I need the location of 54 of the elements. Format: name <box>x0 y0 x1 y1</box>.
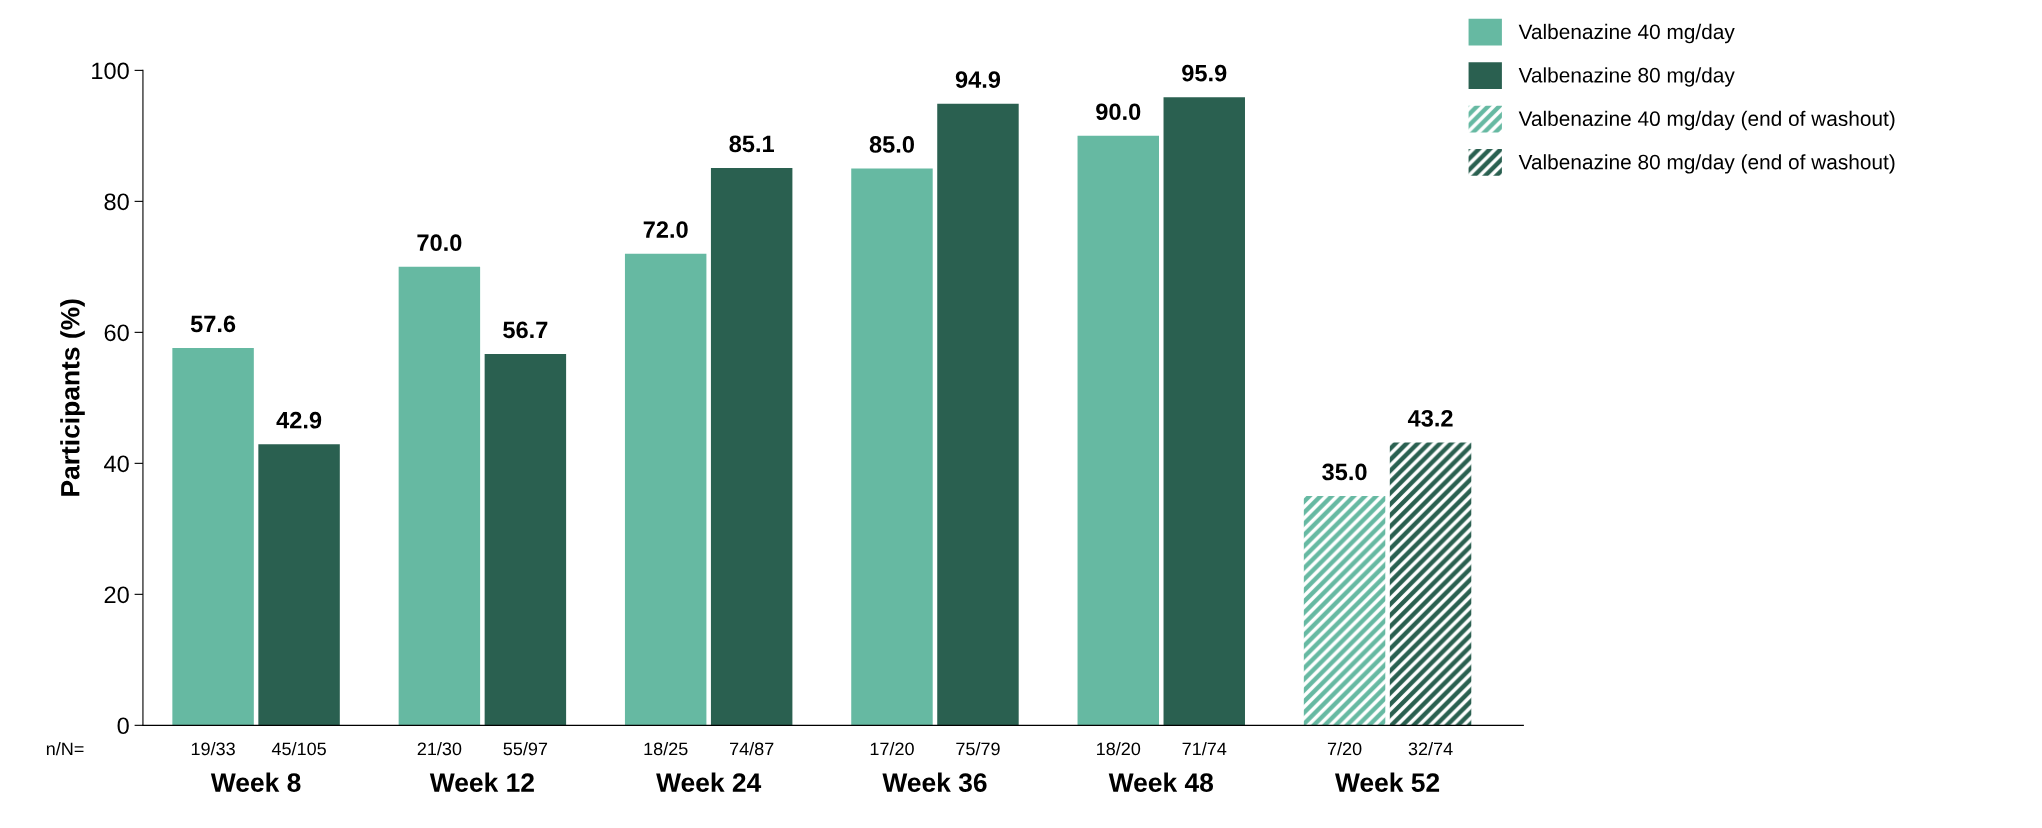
text: n/N= <box>46 741 84 756</box>
text: 55/97 <box>503 741 548 756</box>
data-label: 85.0 <box>869 136 914 153</box>
data-label: 57.6 <box>190 315 236 333</box>
text: 18/25 <box>644 741 688 756</box>
text: 45/105 <box>271 741 326 756</box>
text: 7/20 <box>1327 741 1362 756</box>
y-tick-label: 0 <box>117 717 129 735</box>
x-tick-label: Week 36 <box>882 772 987 792</box>
legend-label: Valbenazine 40 mg/day (end of washout) <box>1518 110 1895 131</box>
data-label: 56.7 <box>503 321 548 339</box>
bar <box>851 168 933 726</box>
text: 21/30 <box>417 741 462 756</box>
data-label: 42.9 <box>276 411 322 429</box>
x-tick-label: Week 8 <box>210 772 301 792</box>
bar <box>1303 496 1386 726</box>
bar <box>398 266 481 726</box>
y-axis-title: Participants (%) <box>60 299 85 496</box>
data-label: 72.0 <box>643 221 688 238</box>
x-tick-label: Week 52 <box>1335 772 1440 792</box>
bar <box>624 253 707 726</box>
legend-label: Valbenazine 80 mg/day <box>1518 67 1735 87</box>
bar <box>1163 97 1245 726</box>
data-label: 35.0 <box>1322 463 1367 481</box>
y-tick-label: 80 <box>104 193 129 211</box>
bar <box>484 353 567 726</box>
y-tick-label: 100 <box>92 62 129 80</box>
bar <box>1077 135 1159 726</box>
legend-label: Valbenazine 80 mg/day (end of washout) <box>1518 154 1895 174</box>
data-label: 95.9 <box>1182 64 1227 82</box>
text: 32/74 <box>1408 741 1453 756</box>
data-label: 70.0 <box>417 234 462 252</box>
bar <box>937 103 1019 726</box>
data-label: 43.2 <box>1407 409 1453 427</box>
x-tick-label: Week 12 <box>429 772 534 792</box>
y-tick-label: 40 <box>104 455 129 473</box>
text: 17/20 <box>870 741 914 756</box>
x-tick-label: Week 48 <box>1108 772 1214 792</box>
bar <box>1389 442 1472 726</box>
text: 19/33 <box>191 741 235 756</box>
bar <box>258 444 340 726</box>
data-label: 85.1 <box>729 135 774 153</box>
bar <box>710 167 793 726</box>
text: 75/79 <box>956 741 1000 756</box>
y-tick-label: 20 <box>104 586 129 604</box>
y-tick-label: 60 <box>104 324 129 342</box>
text: 74/87 <box>730 741 774 756</box>
text: 18/20 <box>1097 741 1141 756</box>
text: 71/74 <box>1182 741 1227 756</box>
data-label: 90.0 <box>1096 103 1141 121</box>
bar <box>172 348 254 726</box>
x-tick-label: Week 24 <box>656 772 762 792</box>
data-label: 94.9 <box>955 71 1001 88</box>
legend-label: Valbenazine 40 mg/day <box>1518 23 1735 44</box>
